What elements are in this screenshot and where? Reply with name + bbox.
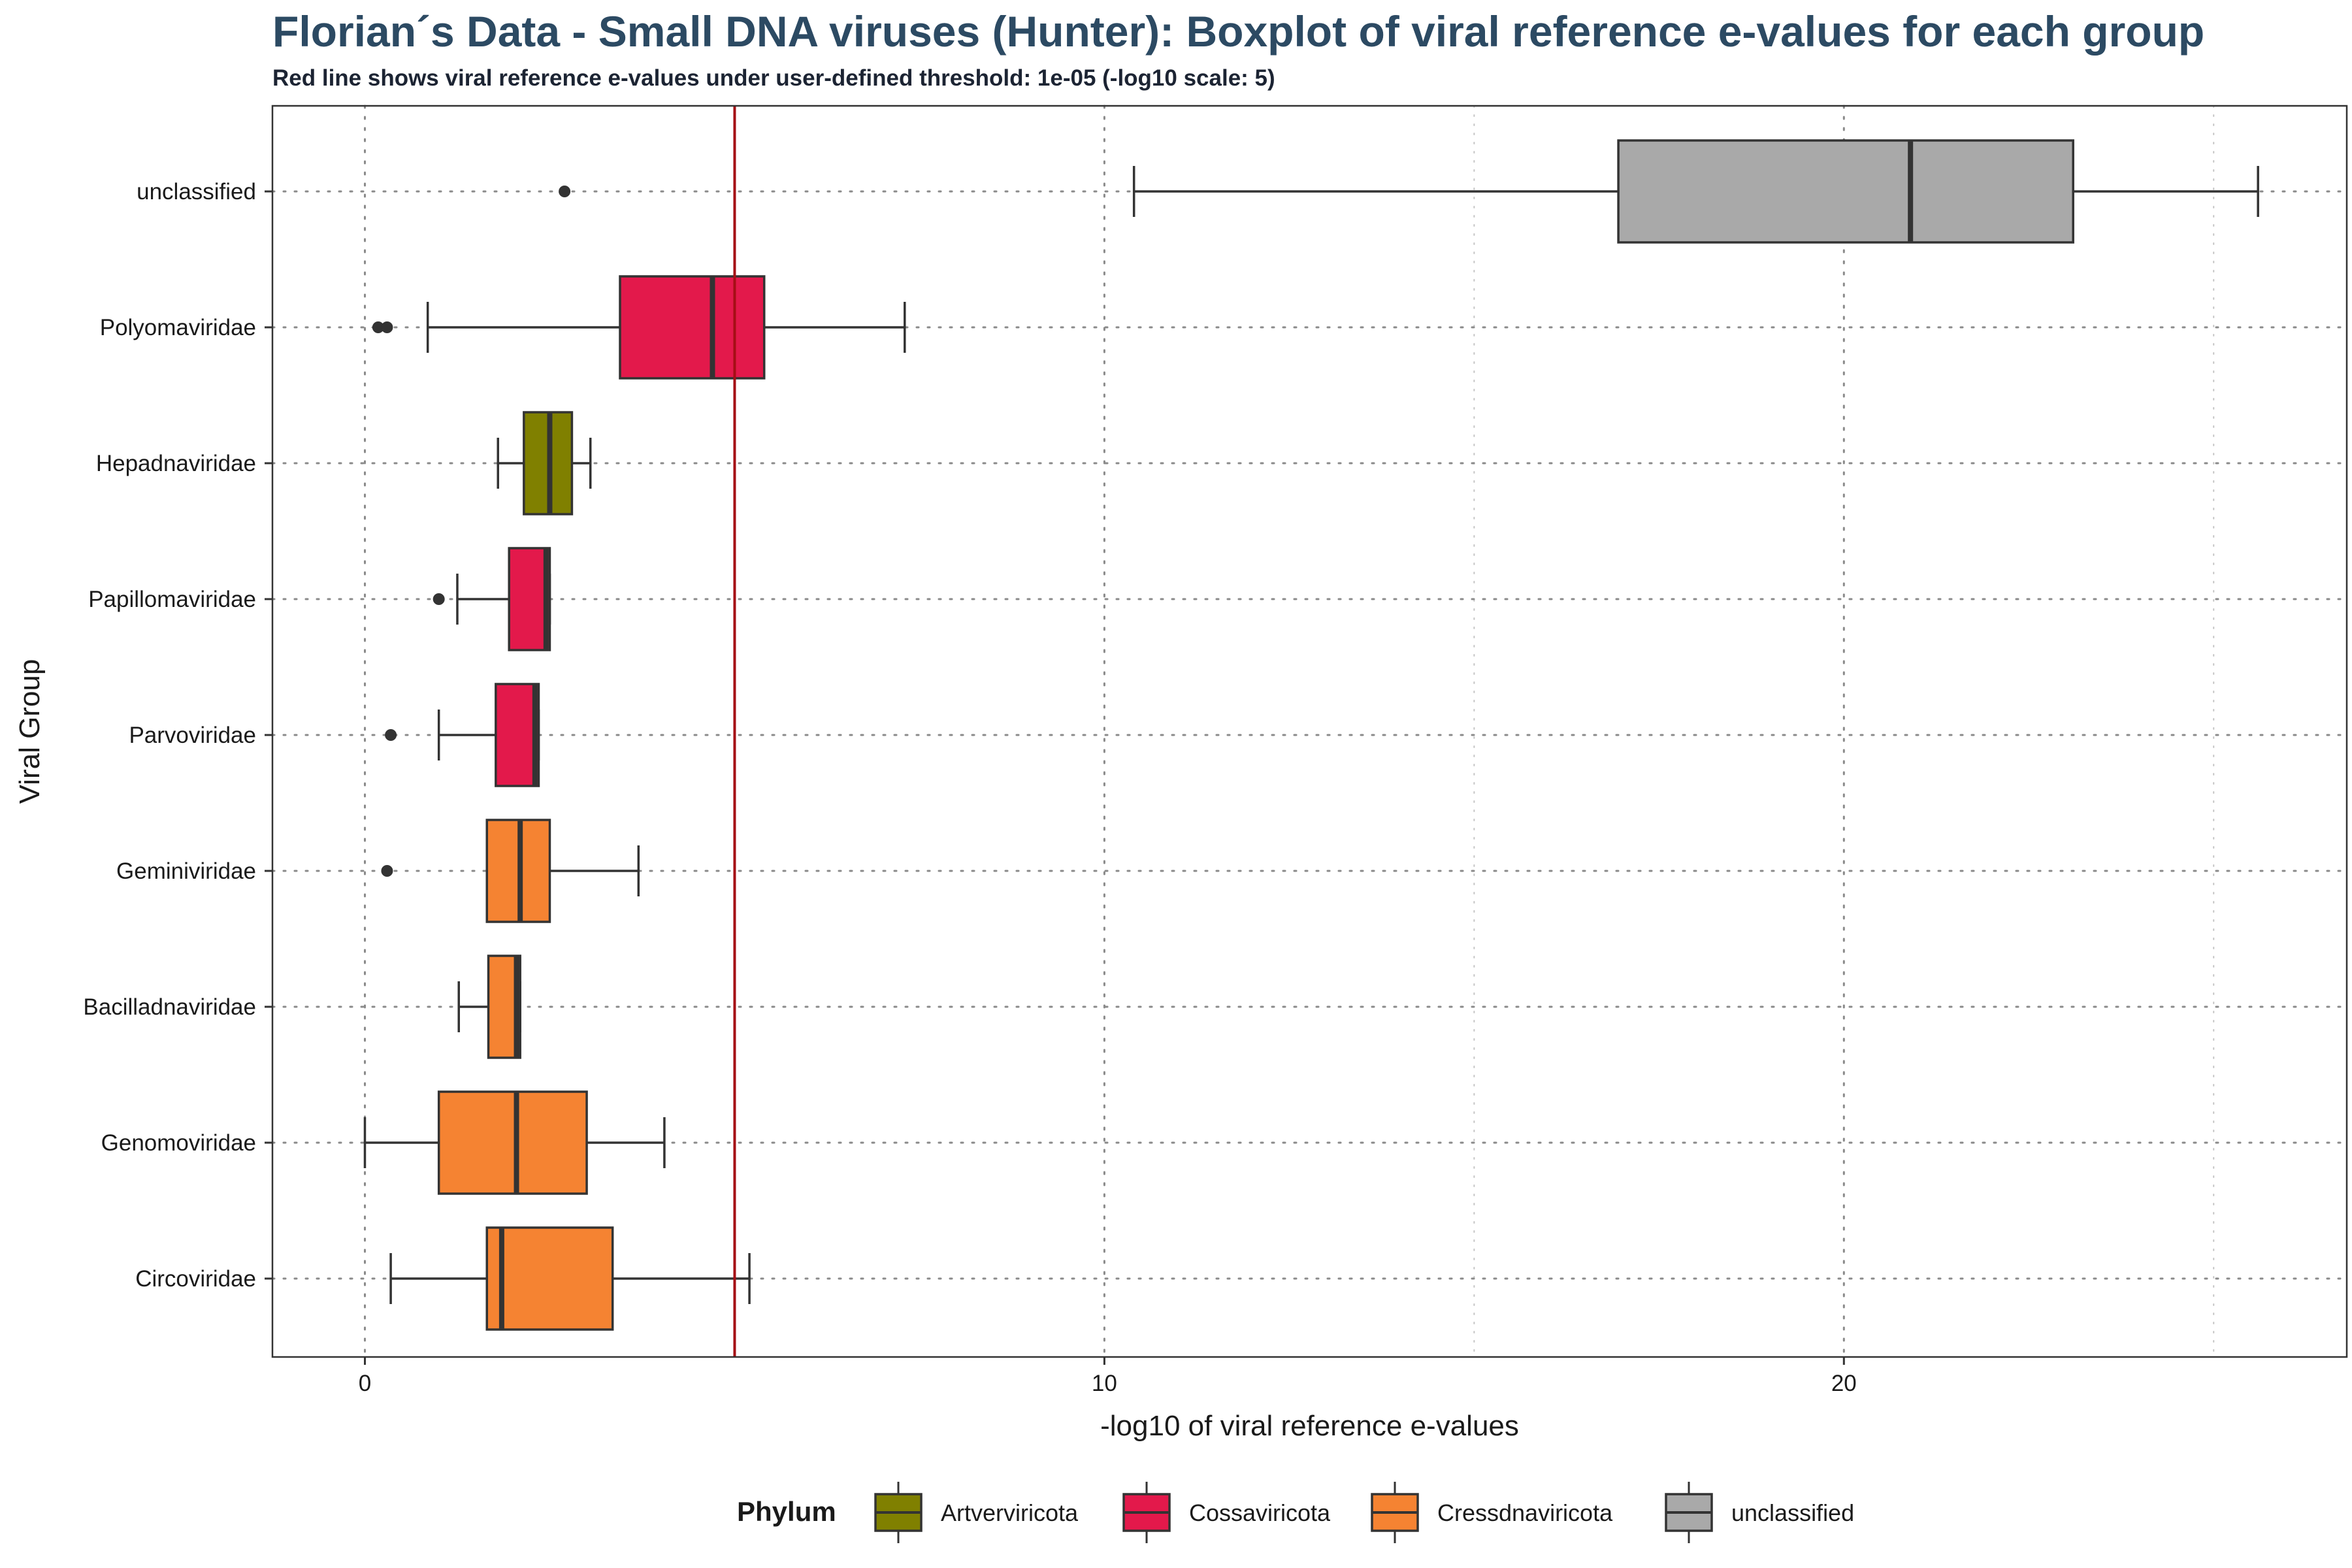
chart-subtitle: Red line shows viral reference e-values … (272, 65, 1275, 91)
box (485, 1226, 614, 1331)
outlier-point (385, 729, 397, 741)
legend-label: unclassified (1731, 1499, 1854, 1526)
y-tick-label: Circoviridae (135, 1266, 256, 1292)
box (437, 1090, 588, 1195)
y-tick-label: Polyomaviridae (100, 315, 256, 340)
y-tick-label: Bacilladnaviridae (83, 994, 256, 1020)
y-tick-label: Hepadnaviridae (96, 451, 256, 476)
box (495, 683, 540, 787)
outlier-point (372, 321, 384, 333)
legend-label: Artverviricota (941, 1499, 1079, 1526)
y-axis-title: Viral Group (14, 659, 46, 804)
legend-key (1665, 1482, 1713, 1543)
box (508, 547, 551, 651)
outlier-point (381, 321, 393, 333)
legend-title: Phylum (737, 1496, 836, 1527)
legend-key (1371, 1482, 1419, 1543)
y-axis-ticks: unclassified Polyomaviridae Hepadnaviridae… (83, 179, 272, 1292)
x-tick-label: 10 (1092, 1371, 1117, 1396)
plot-panel-border (271, 105, 2348, 1358)
y-tick-label: Genomoviridae (101, 1130, 256, 1156)
legend-key (1122, 1482, 1171, 1543)
chart-title: Florian´s Data - Small DNA viruses (Hunt… (272, 7, 2205, 56)
y-tick-label: Parvoviridae (129, 723, 256, 748)
legend: Phylum Artverviricota Cossaviricota Cressd… (737, 1482, 1854, 1543)
x-axis-title: -log10 of viral reference e-values (1100, 1410, 1519, 1442)
box (1617, 139, 2074, 244)
y-tick-label: unclassified (137, 179, 256, 204)
x-tick-label: 0 (359, 1371, 371, 1396)
x-tick-label: 20 (1831, 1371, 1857, 1396)
y-tick-label: Papillomaviridae (88, 587, 256, 612)
outlier-point (381, 865, 393, 877)
x-axis-ticks: 0 10 20 (359, 1357, 1857, 1396)
outlier-point (433, 593, 445, 605)
legend-key (874, 1482, 923, 1543)
y-tick-label: Geminiviridae (116, 858, 256, 884)
outlier-point (559, 186, 571, 197)
box-layer (363, 139, 2259, 1331)
legend-label: Cossaviricota (1189, 1499, 1331, 1526)
legend-label: Cressdnaviricota (1437, 1499, 1613, 1526)
box (619, 275, 766, 380)
